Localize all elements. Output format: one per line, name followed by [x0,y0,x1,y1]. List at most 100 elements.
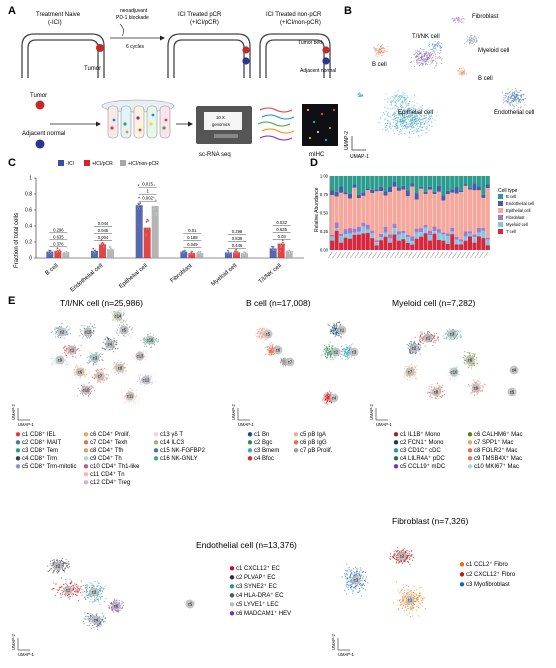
tnk-point [145,345,148,347]
tnk-point [121,390,123,392]
stack-segment [334,196,339,223]
tnk-point [66,348,68,350]
myeloid-point [474,37,476,39]
bcell-point [463,70,465,72]
epithelial-point [393,115,395,117]
stage-nonpcr-line2: (+ICI/non-pCR) [280,20,321,26]
legend-tumor-label: Tumor [30,93,47,99]
myeloid-point [414,336,416,338]
colon-nonpcr [259,33,331,78]
endothelial-point [520,102,522,104]
sample-tick [381,251,386,259]
epithelial-point [414,113,416,115]
legend-label: c15 NK-FGFBP2 [160,448,206,454]
epithelial-point [400,106,402,108]
fibro-point [457,17,460,19]
myeloid-point [473,353,475,355]
tnk-point [140,360,143,362]
myeloid-point [419,337,421,339]
epithelial-point [402,122,404,124]
myeloid-point [409,379,411,381]
bcell-point [256,329,258,331]
epithelial-point [409,131,411,133]
endothelial-point [509,90,511,92]
epithelial-point [390,108,392,110]
epithelial-point [411,114,413,116]
epithelial-point [415,118,417,120]
endothelial-point [518,107,520,109]
bar [99,244,106,258]
epithelial-point [398,134,400,136]
bar-point [281,241,284,244]
myeloid-point [440,390,442,392]
bcell-point [327,403,329,405]
stack-segment [414,176,419,194]
epithelial-point [414,118,417,121]
tnk-point [418,53,420,55]
epithelial-point [408,133,410,135]
tnk-point [122,321,124,323]
tnk-point [121,397,123,399]
stack-segment [436,240,441,250]
bcell-point [348,354,350,356]
tnk-point [128,401,131,403]
epithelial-point [417,135,419,137]
sample-tick [363,251,368,259]
endothelial-point [515,96,517,98]
myeloid-point [419,344,421,346]
colon-naive [21,33,105,78]
tnk-point [87,362,89,364]
myeloid-point [479,383,481,385]
tnk-point [424,62,427,64]
epithelial-point [398,115,400,117]
tnk-point [89,337,91,339]
fibro-point [460,21,462,23]
stack-segment [410,186,415,237]
tnk-point [60,326,63,328]
epithelial-point [389,123,392,125]
title-bcell: B cell (n=17,008) [246,298,311,308]
stack-segment [427,176,433,187]
tnk-point [430,48,432,51]
bcell-point [328,324,330,327]
tnk-point [67,329,69,331]
epithelial-point [397,116,399,118]
bcell-point [332,329,335,331]
endothelial-point [505,95,507,97]
epithelial-point [421,122,423,124]
myeloid-point [421,338,423,340]
tnk-point [51,361,53,363]
tnk-point [413,60,415,62]
tnk-point [101,359,103,361]
epithelial-point [397,97,399,100]
tnk-point [81,333,83,335]
tnk-point [436,64,438,66]
epithelial-point [412,108,415,110]
tnk-point [125,371,127,373]
myeloid-point [419,353,421,355]
epithelial-point [397,90,399,92]
epithelial-point [409,120,411,122]
myeloid-point [475,353,477,355]
endothelial-point [507,93,509,95]
tnk-point [52,362,54,364]
tnk-point [152,382,154,385]
cluster-label: c2 [334,350,339,355]
tnk-point [420,57,422,59]
epithelial-point [399,115,401,117]
legend-dot [247,432,253,437]
y-tick-label: 0.75 [320,192,329,197]
myeloid-point [403,368,406,370]
epithelial-point [391,102,393,104]
tnk-point [137,402,139,404]
tnk-point [66,354,68,356]
epithelial-point [397,107,399,109]
epithelial-point [410,122,413,124]
epithelial-point [379,118,381,120]
bcell-point [322,350,324,352]
tnk-point [93,333,95,335]
tnk-point [54,328,56,330]
epithelial-point [396,122,399,124]
epithelial-point [383,113,385,115]
endothelial-point [502,102,504,104]
